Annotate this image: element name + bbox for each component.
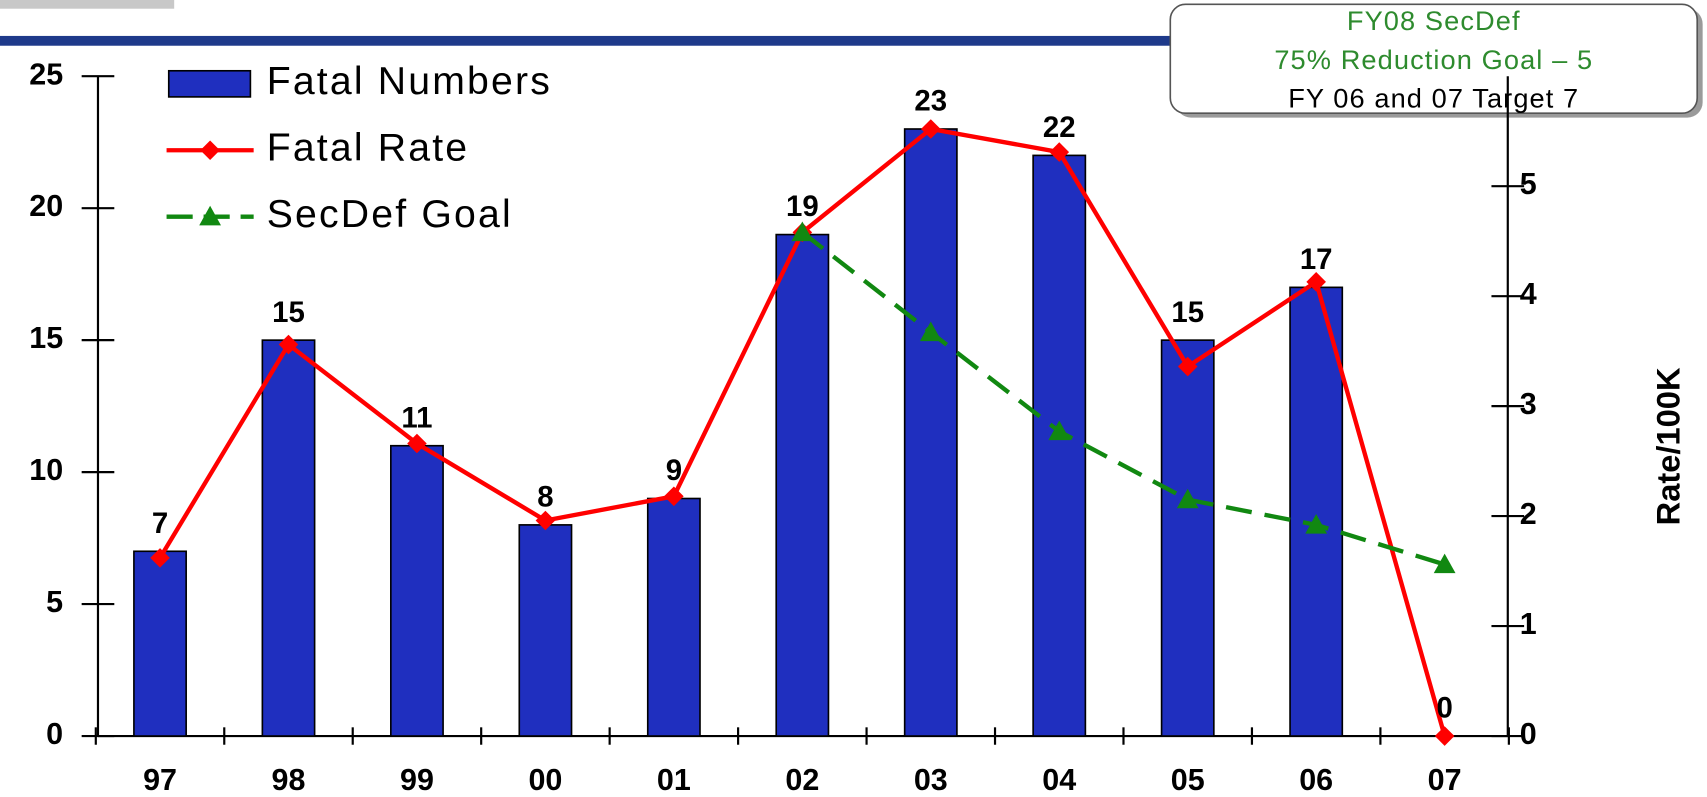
bar xyxy=(133,550,187,737)
legend-marker xyxy=(200,140,220,161)
marker xyxy=(278,334,299,355)
y-tick-label: 10 xyxy=(29,453,63,487)
x-tick-label: 04 xyxy=(1042,763,1076,797)
bar xyxy=(261,339,316,737)
y-tick-label: 20 xyxy=(29,189,63,223)
marker xyxy=(919,321,942,342)
data-label: 23 xyxy=(914,85,947,118)
x-tick-label: 98 xyxy=(272,763,306,797)
marker xyxy=(1048,420,1071,441)
marker xyxy=(664,486,684,507)
bar xyxy=(775,233,830,737)
y2-tick-label: 1 xyxy=(1520,607,1537,641)
marker xyxy=(1434,726,1455,746)
legend-label: SecDef Goal xyxy=(267,193,513,236)
line xyxy=(800,230,1446,567)
data-label: 8 xyxy=(537,481,553,514)
data-label: 7 xyxy=(152,507,168,540)
x-tick-label: 99 xyxy=(400,763,434,797)
header-bar xyxy=(0,0,175,9)
marker xyxy=(407,433,427,454)
x-tick-label: 06 xyxy=(1299,763,1333,797)
annotation: FY 06 and 07 Target 7 xyxy=(1288,82,1579,113)
y-tick-label: 0 xyxy=(46,717,63,751)
bar xyxy=(518,524,573,737)
header-line xyxy=(0,35,1198,46)
bar xyxy=(646,497,701,737)
data-label: 11 xyxy=(401,401,432,434)
annotation: 75% Reduction Goal – 5 xyxy=(1274,44,1593,75)
x-tick-label: 05 xyxy=(1171,763,1205,797)
legend-swatch xyxy=(167,69,252,98)
y2-axis-label: Rate/100K xyxy=(1650,367,1687,525)
y-tick-label: 25 xyxy=(29,57,63,91)
bar xyxy=(1289,286,1344,737)
data-label: 15 xyxy=(1171,296,1204,329)
x-tick-label: 02 xyxy=(785,763,819,797)
y2-tick-label: 2 xyxy=(1520,497,1537,531)
y2-tick-label: 4 xyxy=(1520,277,1537,311)
y2-tick-label: 0 xyxy=(1520,717,1537,751)
data-label: 9 xyxy=(666,454,682,487)
x-tick-label: 97 xyxy=(143,763,177,797)
data-label: 19 xyxy=(786,190,819,223)
legend-label: Fatal Rate xyxy=(267,127,470,170)
marker xyxy=(920,119,941,139)
annotation-box xyxy=(1169,3,1699,115)
annotation: FY08 SecDef xyxy=(1347,5,1521,36)
data-label: 17 xyxy=(1300,243,1333,276)
y2-tick-label: 3 xyxy=(1520,387,1537,421)
legend-marker xyxy=(199,205,221,226)
bar xyxy=(903,128,958,737)
marker xyxy=(1433,553,1456,574)
x-tick-label: 03 xyxy=(914,763,948,797)
x-tick-label: 07 xyxy=(1428,763,1462,797)
marker xyxy=(791,221,814,242)
marker xyxy=(1177,356,1198,377)
marker xyxy=(1049,142,1070,162)
marker xyxy=(535,510,556,531)
marker xyxy=(1306,272,1326,292)
bar xyxy=(1032,154,1087,737)
legend-label: Fatal Numbers xyxy=(267,60,552,103)
y-tick-label: 15 xyxy=(29,321,63,355)
marker xyxy=(1305,513,1328,534)
data-label: 0 xyxy=(1436,692,1452,725)
x-tick-label: 00 xyxy=(528,763,562,797)
bar xyxy=(390,444,444,737)
bar xyxy=(1160,339,1215,737)
x-tick-label: 01 xyxy=(657,763,691,797)
data-label: 15 xyxy=(272,296,305,329)
y2-tick-label: 5 xyxy=(1520,167,1537,201)
marker xyxy=(1176,488,1199,509)
y-tick-label: 5 xyxy=(46,585,63,619)
data-label: 22 xyxy=(1043,111,1076,144)
